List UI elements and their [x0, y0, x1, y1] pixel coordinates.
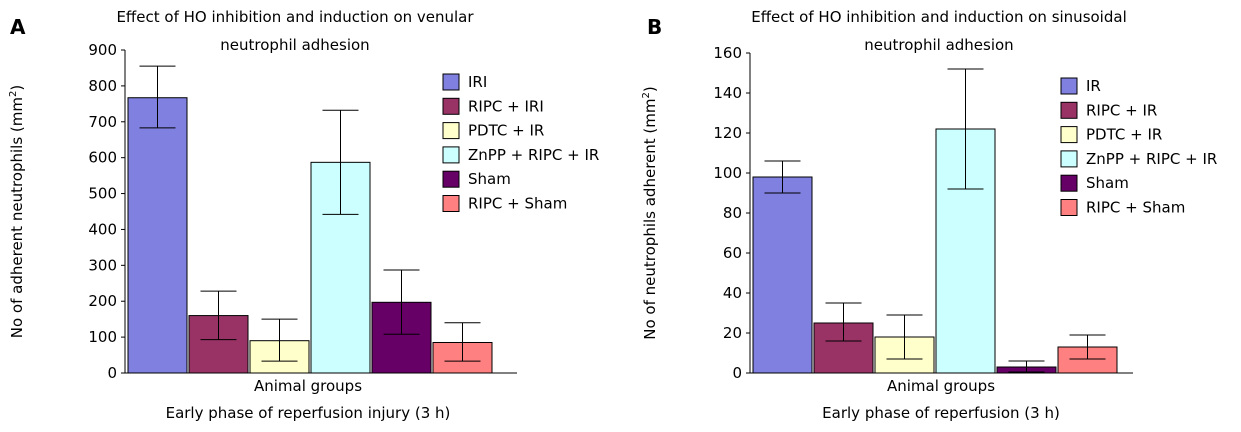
bar: [127, 97, 188, 374]
legend-label: PDTC + IR: [1086, 126, 1162, 144]
legend-swatch: [1060, 126, 1078, 144]
panel-label: B: [647, 15, 662, 39]
x-axis-label: Animal groups: [887, 377, 995, 395]
y-tick-label: 600: [88, 149, 117, 167]
x-axis-label: Animal groups: [254, 377, 362, 395]
chart-title-line: Effect of HO inhibition and induction on…: [116, 8, 474, 26]
legend-swatch: [442, 97, 460, 115]
legend-label: ZnPP + RIPC + IR: [1086, 150, 1217, 168]
chart-panel-b: B Effect of HO inhibition and induction o…: [641, 8, 1217, 422]
legend-label: Sham: [468, 170, 511, 188]
legend-swatch: [442, 195, 460, 212]
legend-label: RIPC + Sham: [468, 195, 567, 213]
y-tick-label: 0: [107, 364, 117, 382]
y-tick-label: 800: [88, 77, 117, 95]
chart-subtitle: Early phase of reperfusion (3 h): [822, 404, 1060, 422]
chart-panel-a: A Effect of HO inhibition and induction o…: [8, 8, 599, 422]
y-axis-label-text: No of neutrophils adherent (mm: [641, 99, 659, 340]
y-tick-label: 700: [88, 113, 117, 131]
legend-label: RIPC + IR: [1086, 101, 1157, 119]
y-tick-label: 100: [88, 328, 117, 346]
panel-label: A: [10, 15, 26, 39]
y-tick-label: 40: [723, 284, 742, 302]
chart-subtitle: Early phase of reperfusion injury (3 h): [166, 404, 451, 422]
y-axis-label: No of adherent neutrophils (mm2): [8, 85, 26, 338]
legend-swatch: [442, 146, 460, 164]
y-axis-label: No of neutrophils adherent (mm2): [641, 86, 659, 339]
y-tick-label: 160: [713, 44, 742, 62]
y-tick-label: 120: [713, 124, 742, 142]
y-tick-label: 900: [88, 41, 117, 59]
legend-label: PDTC + IR: [468, 122, 544, 140]
chart-title-line: neutrophil adhesion: [220, 36, 369, 54]
y-tick-label: 300: [88, 256, 117, 274]
y-tick-label: 400: [88, 220, 117, 238]
y-tick-label: 500: [88, 185, 117, 203]
legend-swatch: [1060, 199, 1078, 216]
y-tick-label: 200: [88, 292, 117, 310]
legend-swatch: [1060, 150, 1078, 168]
bar: [752, 176, 813, 374]
legend-label: Sham: [1086, 174, 1129, 192]
y-tick-label: 0: [732, 364, 742, 382]
bar: [371, 301, 432, 374]
legend-swatch: [1060, 77, 1078, 95]
y-tick-label: 20: [723, 324, 742, 342]
y-axis-label-superscript: 2: [8, 91, 19, 97]
chart-title-line: Effect of HO inhibition and induction on…: [751, 8, 1126, 26]
legend-swatch: [1060, 174, 1078, 192]
y-tick-label: 140: [713, 84, 742, 102]
legend-swatch: [442, 73, 460, 91]
legend-label: RIPC + IRI: [468, 97, 544, 115]
legend-label: ZnPP + RIPC + IR: [468, 146, 599, 164]
y-tick-label: 100: [713, 164, 742, 182]
y-tick-label: 80: [723, 204, 742, 222]
y-axis-label-superscript: 2: [641, 92, 652, 98]
y-tick-label: 60: [723, 244, 742, 262]
legend-swatch: [442, 170, 460, 188]
legend-swatch: [442, 122, 460, 140]
legend-label: IRI: [468, 73, 487, 91]
y-axis-label-text: No of adherent neutrophils (mm: [8, 97, 26, 338]
legend-label: RIPC + Sham: [1086, 199, 1185, 217]
legend-label: IR: [1086, 77, 1101, 95]
y-axis-label-end: ): [8, 85, 26, 91]
chart-title-line: neutrophil adhesion: [864, 36, 1013, 54]
y-axis-label-end: ): [641, 86, 659, 92]
legend-swatch: [1060, 101, 1078, 119]
